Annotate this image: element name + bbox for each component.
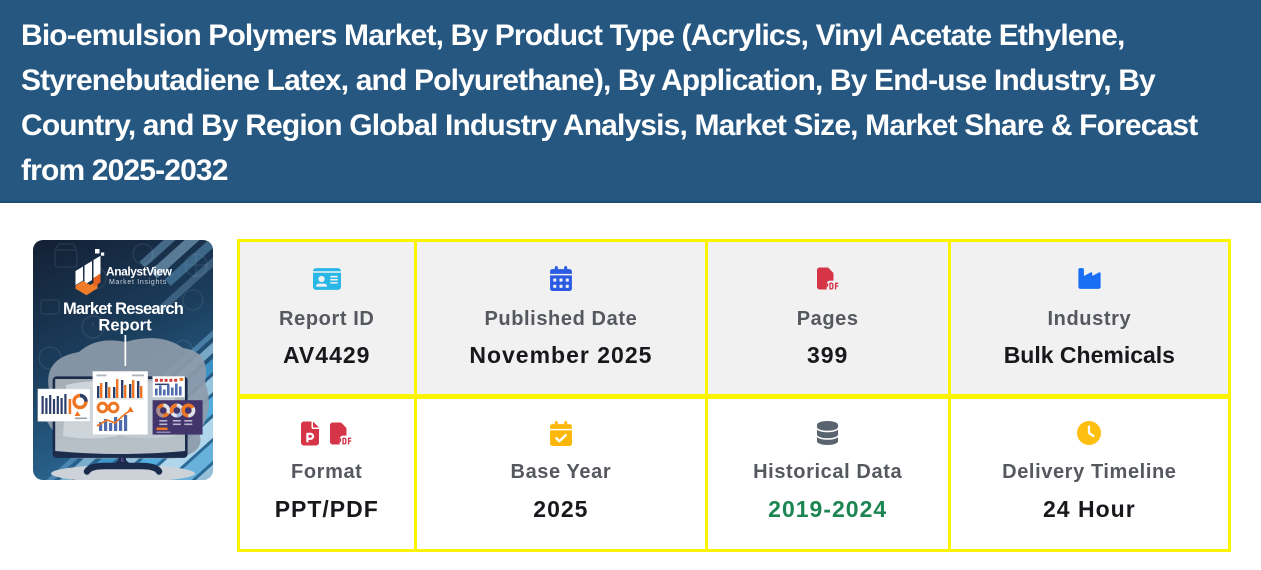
svg-text:AnalystView: AnalystView: [106, 265, 173, 279]
svg-text:Market Insights: Market Insights: [109, 279, 167, 286]
svg-text:Market Research: Market Research: [63, 300, 184, 318]
svg-text:Report: Report: [98, 317, 152, 335]
